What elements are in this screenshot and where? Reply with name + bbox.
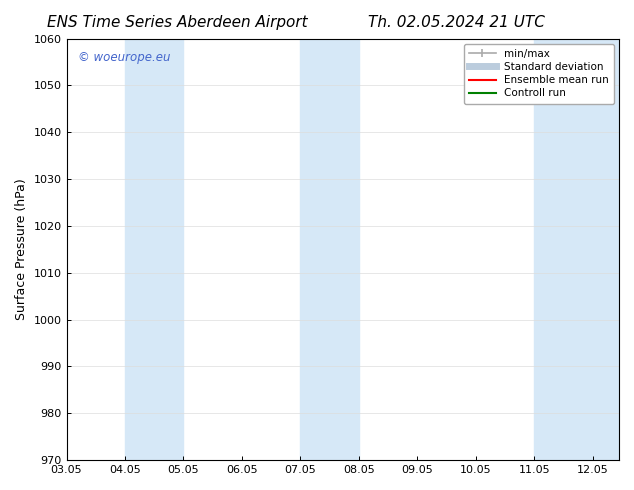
Text: Th. 02.05.2024 21 UTC: Th. 02.05.2024 21 UTC — [368, 15, 545, 30]
Bar — [534, 39, 593, 460]
Y-axis label: Surface Pressure (hPa): Surface Pressure (hPa) — [15, 178, 28, 320]
Text: ENS Time Series Aberdeen Airport: ENS Time Series Aberdeen Airport — [47, 15, 308, 30]
Bar — [593, 39, 619, 460]
Legend: min/max, Standard deviation, Ensemble mean run, Controll run: min/max, Standard deviation, Ensemble me… — [464, 44, 614, 103]
Bar — [301, 39, 359, 460]
Bar — [125, 39, 183, 460]
Text: © woeurope.eu: © woeurope.eu — [77, 51, 170, 64]
